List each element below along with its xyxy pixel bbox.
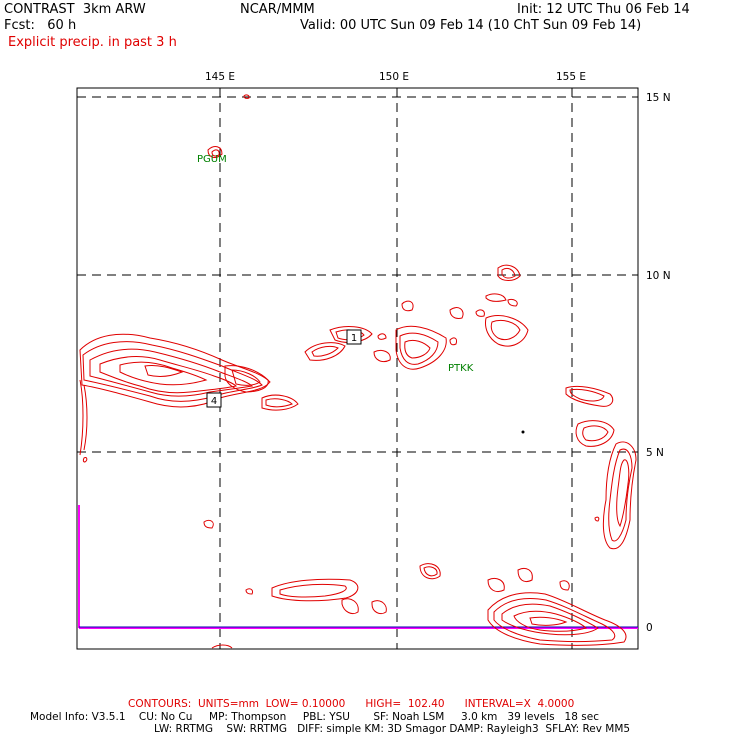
init-time: Init: 12 UTC Thu 06 Feb 14 [517,2,690,17]
model-info-line1: Model Info: V3.5.1 CU: No Cu MP: Thompso… [30,711,599,723]
lon-label-145: 145 E [205,71,236,83]
max-marker-4: 4 [206,392,222,408]
station-label-pgum: PGUM [197,154,227,165]
lat-label-5n: 5 N [646,447,664,459]
lat-label-0: 0 [646,622,653,634]
model-info-line2: LW: RRTMG SW: RRTMG DIFF: simple KM: 3D … [154,723,631,735]
org-title: NCAR/MMM [240,2,315,17]
max-marker-1: 1 [346,329,362,345]
graticule [77,88,638,649]
lat-label-10n: 10 N [646,270,671,282]
map-frame [76,87,639,650]
valid-time: Valid: 00 UTC Sun 09 Feb 14 (10 ChT Sun … [300,18,642,33]
contour-info: CONTOURS: UNITS=mm LOW= 0.10000 HIGH= 10… [128,698,575,710]
field-title: Explicit precip. in past 3 h [8,35,177,50]
lon-label-155: 155 E [556,71,587,83]
domain-boundary [78,505,638,629]
max-marker-1-label: 1 [351,333,357,344]
max-marker-4-label: 4 [211,396,217,407]
small-marker-dot [521,430,525,434]
lat-label-15n: 15 N [646,92,671,104]
lon-label-150: 150 E [379,71,410,83]
model-title: CONTRAST 3km ARW [4,2,146,17]
precip-contours [79,94,637,649]
forecast-hour: Fcst: 60 h [4,18,77,33]
station-label-ptkk: PTKK [448,363,474,374]
